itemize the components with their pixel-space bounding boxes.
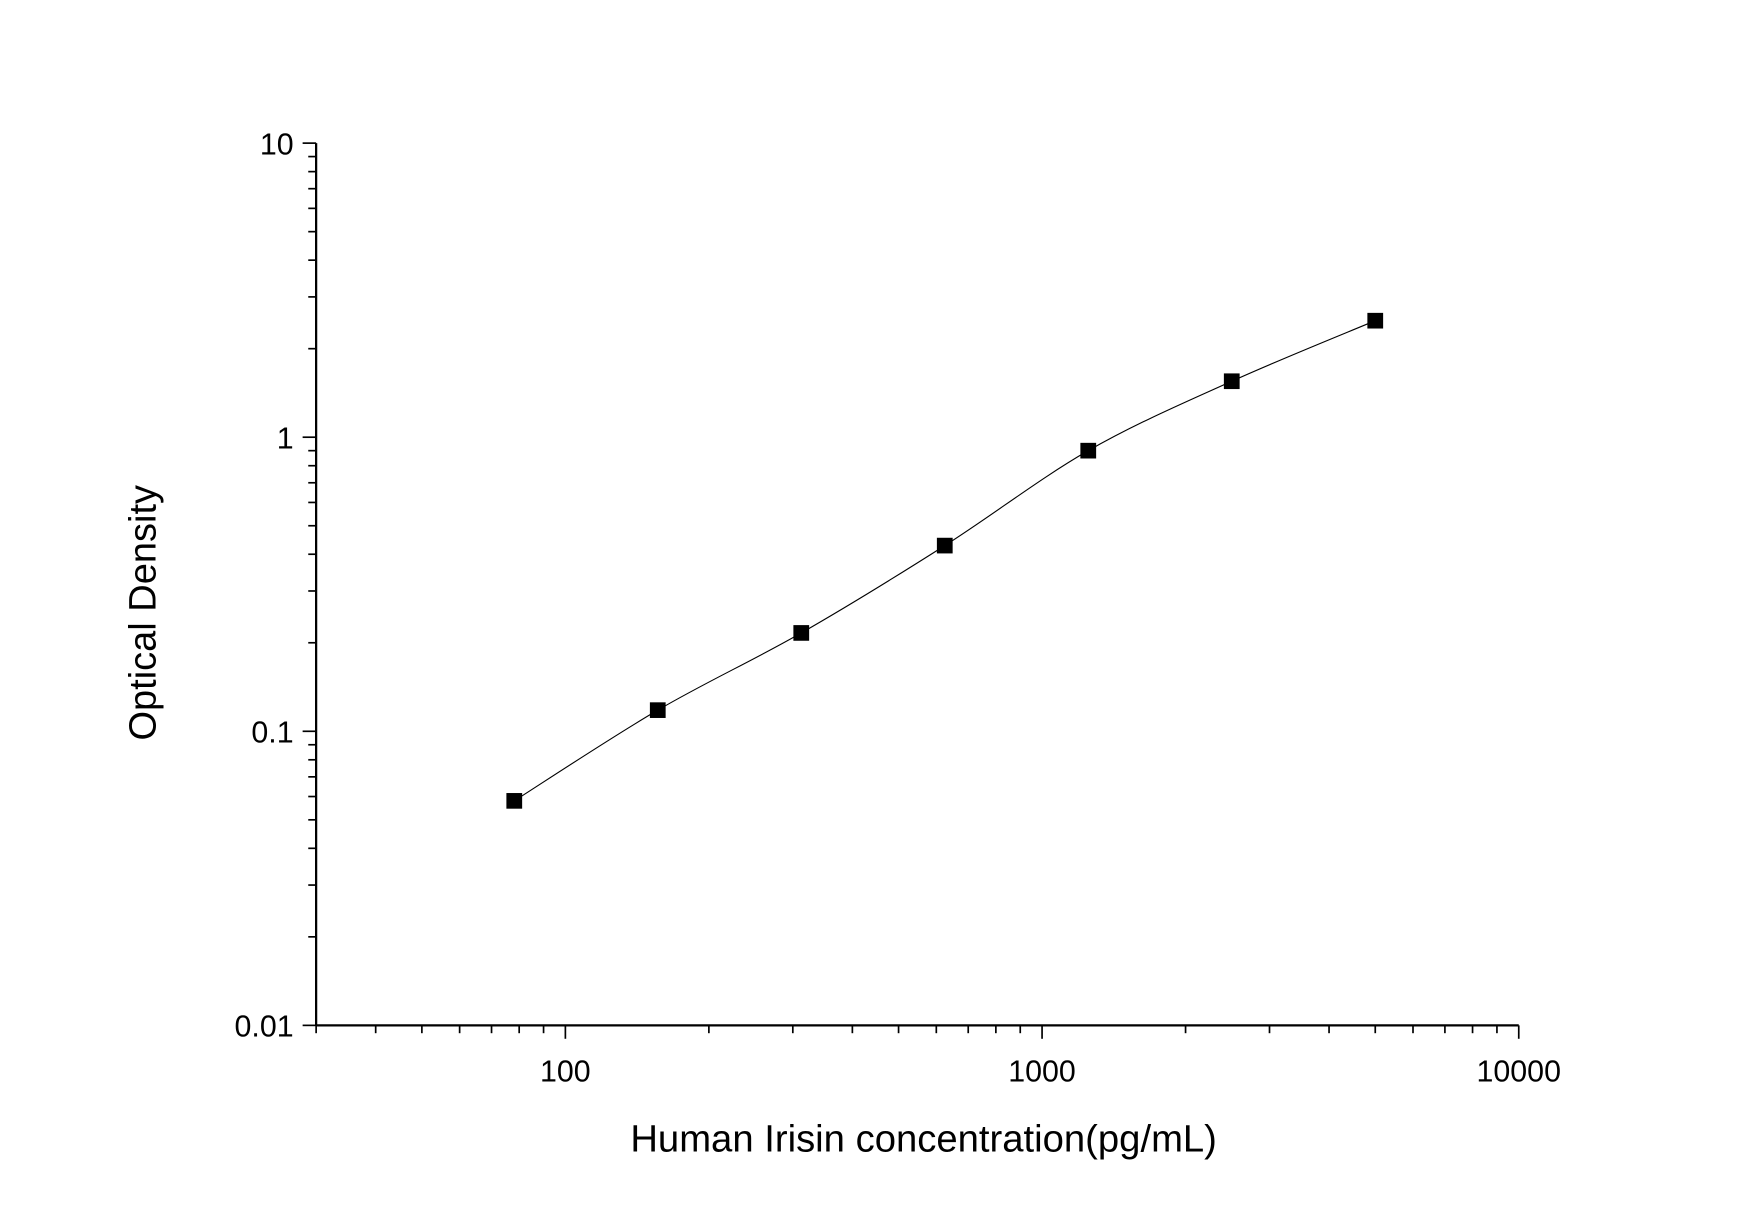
y-tick-label: 1: [277, 422, 294, 455]
data-points: [506, 312, 1384, 809]
data-point: [1367, 312, 1384, 329]
data-point: [1080, 442, 1097, 459]
ticks: 100 1000 10000 0.01 0.1 1 10: [235, 128, 1561, 1088]
x-tick-label: 1000: [1008, 1055, 1076, 1088]
y-axis-label: Optical Density: [121, 485, 164, 741]
y-tick-label: 0.01: [235, 1011, 294, 1044]
x-tick-label: 100: [540, 1055, 591, 1088]
y-tick-label: 0.1: [251, 717, 293, 750]
data-point: [793, 625, 810, 641]
axes: [315, 143, 1519, 1027]
data-point: [649, 702, 666, 718]
data-point: [936, 537, 953, 554]
x-tick-label: 10000: [1477, 1055, 1561, 1088]
x-axis-label: Human Irisin concentration(pg/mL): [630, 1118, 1217, 1161]
y-tick-label: 10: [260, 128, 294, 161]
fit-curve: [513, 320, 1376, 802]
data-point: [506, 793, 523, 809]
data-point: [1223, 373, 1240, 390]
